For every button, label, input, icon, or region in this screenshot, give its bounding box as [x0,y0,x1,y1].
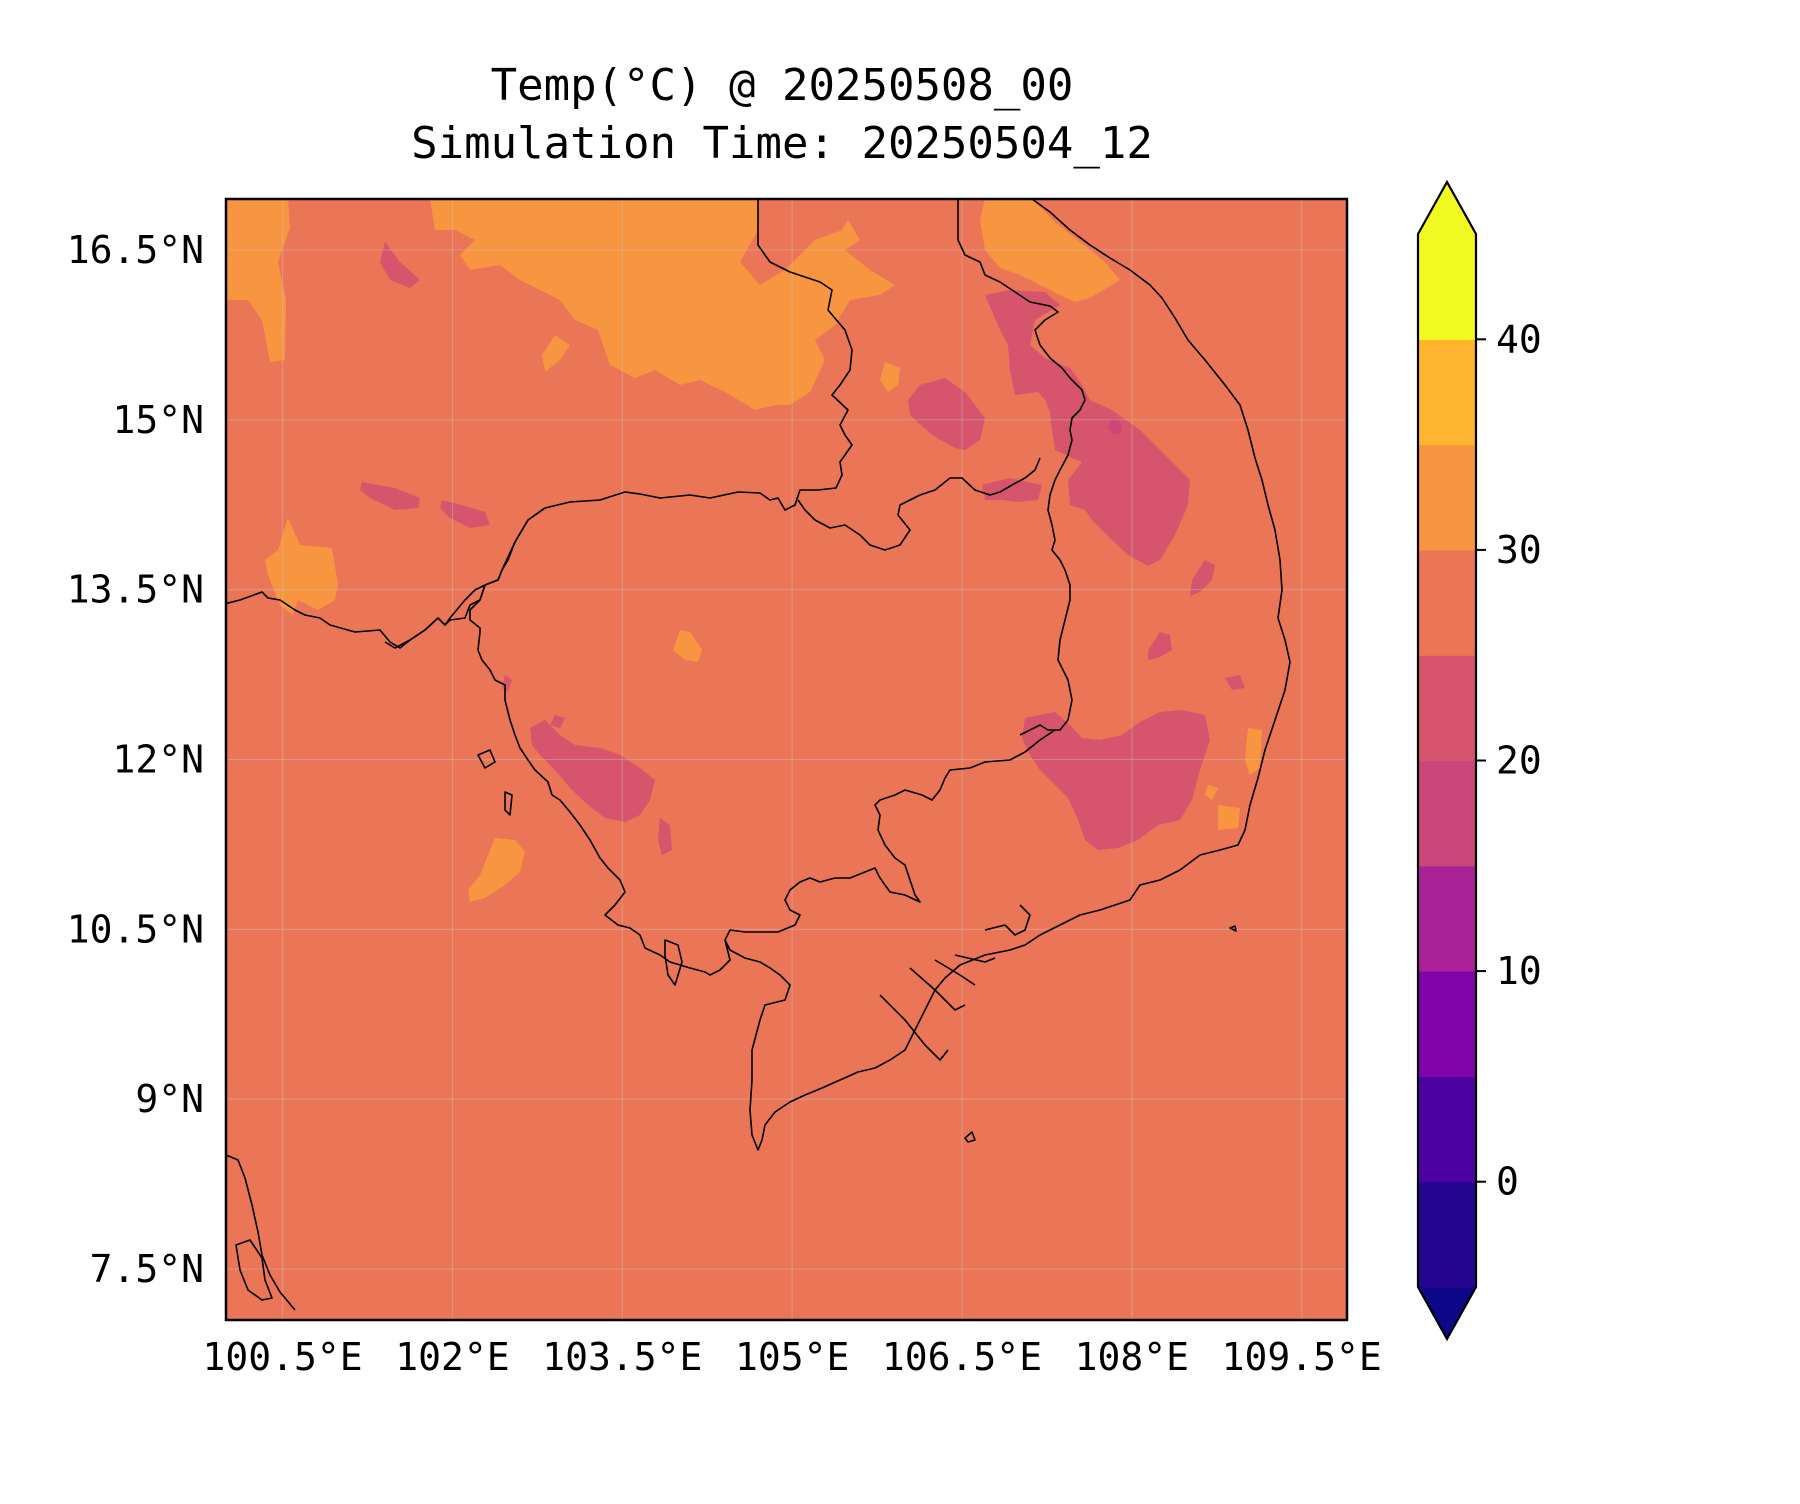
latitude-tick-label: 16.5°N [67,228,204,272]
colorbar-segment [1418,865,1476,972]
colorbar-tick-label: 20 [1496,739,1542,783]
latitude-tick-label: 13.5°N [67,568,204,612]
longitude-tick-label: 106.5°E [882,1335,1042,1379]
colorbar-tick-label: 40 [1496,317,1542,361]
colorbar-tick-label: 10 [1496,949,1542,993]
cool-region-attapeu [982,478,1042,502]
colorbar-segment [1418,655,1476,762]
colorbar-outline [1416,179,1478,1342]
cool-region-highlands-east [908,378,985,450]
colorbar-segment [1418,549,1476,656]
map-title: Temp(°C) @ 20250508_00 [491,60,1074,111]
temperature-contours [226,199,1262,902]
longitude-tick-label: 105°E [735,1335,849,1379]
longitude-tick-label: 100.5°E [203,1335,363,1379]
longitude-tick-label: 103.5°E [542,1335,702,1379]
colorbar-segment [1418,444,1476,551]
map-gridlines [226,199,1347,1320]
longitude-tick-labels: 100.5°E 102°E 103.5°E 105°E 106.5°E 108°E 109.… [203,1335,1382,1379]
colorbar-segment [1418,1181,1476,1288]
warm-region-west [265,518,338,615]
latitude-tick-labels: 16.5°N 15°N 13.5°N 12°N 10.5°N 9°N 7.5°N [67,228,204,1291]
warm-region-southwest [468,838,525,902]
cool-region-west-b [440,500,490,528]
map-subtitle: Simulation Time: 20250504_12 [411,118,1153,169]
latitude-tick-label: 15°N [112,398,204,442]
cool-region-pocket-d [1225,675,1245,690]
cooler-pocket-kontum [1108,418,1122,435]
warm-region-coast-b [1218,805,1240,830]
latitude-tick-label: 7.5°N [90,1247,204,1291]
colorbar-segment [1418,1076,1476,1183]
cool-region-pocket-b [1148,632,1172,660]
latitude-tick-label: 10.5°N [67,907,204,951]
longitude-tick-label: 109.5°E [1222,1335,1382,1379]
cool-region-pocket-c [658,818,672,855]
warm-region-coast-a [1245,728,1262,775]
latitude-tick-label: 12°N [112,738,204,782]
colorbar-segment [1418,234,1476,340]
country-borders [226,199,1291,1311]
colorbar-segment [1418,971,1476,1077]
warm-region-vietnam-north [980,199,1120,302]
cool-region-highlands-north [985,290,1190,566]
cool-region-pocket-a [1190,560,1215,596]
map-frame [224,197,1349,1322]
cool-region-cardamom [530,720,655,822]
colorbar: 0 10 20 30 40 [1416,179,1542,1342]
cool-region-central-highlands [1022,710,1210,850]
longitude-tick-label: 108°E [1075,1335,1189,1379]
latitude-tick-label: 9°N [135,1077,204,1121]
warm-region-northwest [226,199,290,362]
warm-region-pocket-b [880,362,900,392]
colorbar-over-extension [1418,182,1476,234]
warm-region-north-laos [430,199,895,410]
cool-region-north-a [380,242,420,288]
colorbar-tick-label: 0 [1496,1160,1519,1204]
warm-region-pocket-a [542,335,570,372]
colorbar-segment [1418,339,1476,446]
longitude-tick-label: 102°E [395,1335,509,1379]
colorbar-under-extension [1418,1287,1476,1339]
warm-region-central [673,630,702,662]
cool-region-pocket-e [550,715,565,728]
map-panel: 100.5°E 102°E 103.5°E 105°E 106.5°E 108°E 109.… [67,197,1382,1379]
colorbar-tick-label: 30 [1496,528,1542,572]
cool-region-west-a [360,482,420,510]
colorbar-segment [1418,760,1476,867]
warm-region-coast-c [1205,785,1218,800]
